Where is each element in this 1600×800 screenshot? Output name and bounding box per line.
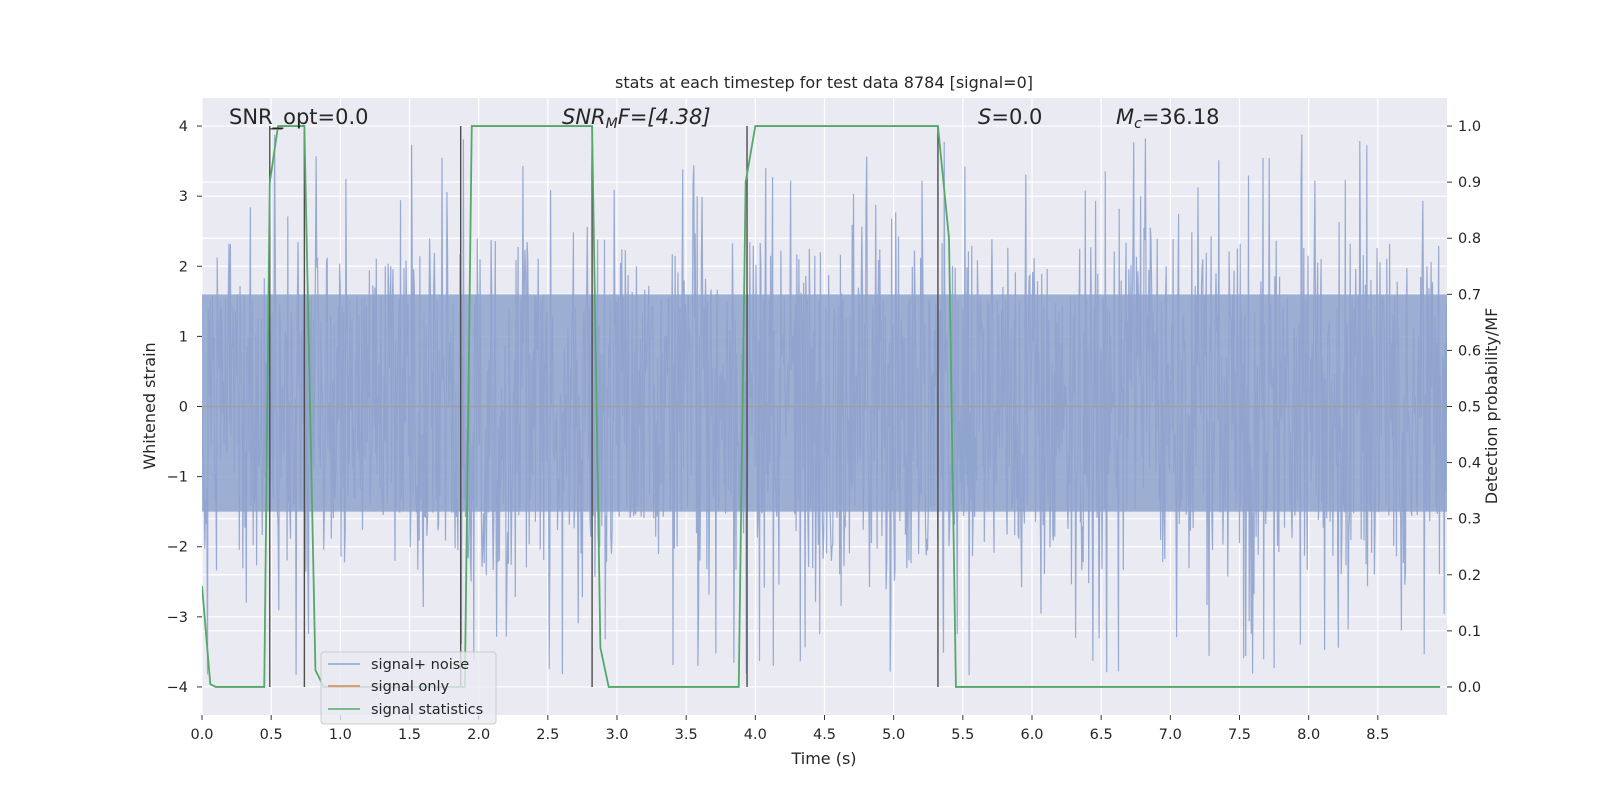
- x-tick-label-3: 1.5: [398, 727, 421, 743]
- annotation-snr-mf-rest: F=[4.38]: [618, 105, 711, 129]
- x-tick-label-6: 3.0: [605, 727, 628, 743]
- y-axis-label: Whitened strain: [140, 342, 159, 469]
- y-tick-label-4: 0: [179, 400, 188, 416]
- annotation-mc-rest: =36.18: [1142, 105, 1220, 129]
- x-tick-label-16: 8.0: [1297, 727, 1320, 743]
- series-signal-noise: [202, 134, 1447, 676]
- annotation-s-base: S: [978, 105, 991, 129]
- y2-tick-label-1: 0.9: [1458, 175, 1481, 191]
- signal-statistics-line: [202, 125, 1441, 688]
- y2-tick-label-10: 0.0: [1458, 680, 1481, 696]
- x-tick-label-15: 7.5: [1228, 727, 1251, 743]
- x-tick-label-1: 0.5: [260, 727, 283, 743]
- legend-box: [320, 651, 497, 725]
- x-tick-label-9: 4.5: [813, 727, 836, 743]
- x-tick-label-4: 2.0: [467, 727, 490, 743]
- y2-tick-label-7: 0.3: [1458, 512, 1481, 528]
- x-axis: 0.0 0.5 1.0 1.5 2.0 2.5 3.0 3.5 4.0 4.5 5.0 5.5 6.0 6…: [190, 715, 1389, 743]
- annotation-s: S=0.0: [978, 105, 1042, 129]
- x-tick-label-10: 5.0: [882, 727, 905, 743]
- annotation-mc-base: M: [1116, 105, 1134, 129]
- x-tick-label-13: 6.5: [1090, 727, 1113, 743]
- y2-axis-label: Detection probability/MF: [1482, 308, 1501, 505]
- y2-tick-label-0: 1.0: [1458, 119, 1481, 135]
- y-tick-label-6: −2: [167, 540, 188, 556]
- x-tick-label-5: 2.5: [536, 727, 559, 743]
- noise-core-band: [202, 294, 1447, 512]
- annotation-snr-mf-base: SNR: [562, 105, 606, 129]
- chart-title: stats at each timestep for test data 878…: [615, 73, 1033, 92]
- y-tick-label-8: −4: [167, 680, 188, 696]
- y2-tick-label-9: 0.1: [1458, 624, 1481, 640]
- legend-label-signal-only: signal only: [371, 679, 450, 695]
- y-tick-label-7: −3: [167, 610, 188, 626]
- y2-tick-label-6: 0.4: [1458, 456, 1481, 472]
- y2-tick-label-5: 0.5: [1458, 400, 1481, 416]
- x-tick-label-12: 6.0: [1020, 727, 1043, 743]
- y-tick-label-5: −1: [167, 470, 188, 486]
- y2-tick-label-4: 0.6: [1458, 343, 1481, 359]
- x-tick-label-2: 1.0: [329, 727, 352, 743]
- annotation-s-rest: =0.0: [991, 105, 1042, 129]
- annotation-mc: Mc=36.18: [1116, 105, 1220, 132]
- y-tick-label-1: 3: [179, 189, 188, 205]
- y-tick-label-3: 1: [179, 329, 188, 345]
- x-tick-label-8: 4.0: [744, 727, 767, 743]
- y2-tick-label-2: 0.8: [1458, 231, 1481, 247]
- x-axis-label: Time (s): [790, 749, 856, 768]
- x-tick-label-0: 0.0: [190, 727, 213, 743]
- annotation-snr-opt: SNR_opt=0.0: [229, 105, 369, 130]
- y-axis-right: 1.0 0.9 0.8 0.7 0.6 0.5 0.4 0.3 0.2 0.1 0.0: [1447, 119, 1481, 696]
- annotation-mc-sub: c: [1134, 116, 1142, 132]
- x-tick-label-7: 3.5: [675, 727, 698, 743]
- x-tick-label-11: 5.5: [951, 727, 974, 743]
- legend-label-signal-statistics: signal statistics: [371, 702, 483, 718]
- legend: signal+ noise signal only signal statist…: [320, 651, 497, 725]
- series-signal-statistics: [202, 125, 1441, 688]
- y-tick-label-2: 2: [179, 259, 188, 275]
- y-axis-left: 4 3 2 1 0 −1 −2 −3 −4: [167, 119, 202, 696]
- y-tick-label-0: 4: [179, 119, 188, 135]
- x-tick-label-17: 8.5: [1366, 727, 1389, 743]
- y2-tick-label-3: 0.7: [1458, 287, 1481, 303]
- y2-tick-label-8: 0.2: [1458, 568, 1481, 584]
- annotation-snr-mf: SNRMF=[4.38]: [562, 105, 711, 132]
- annotation-snr-mf-sub: M: [606, 116, 618, 132]
- x-tick-label-14: 7.0: [1159, 727, 1182, 743]
- legend-label-signal-noise: signal+ noise: [371, 657, 469, 673]
